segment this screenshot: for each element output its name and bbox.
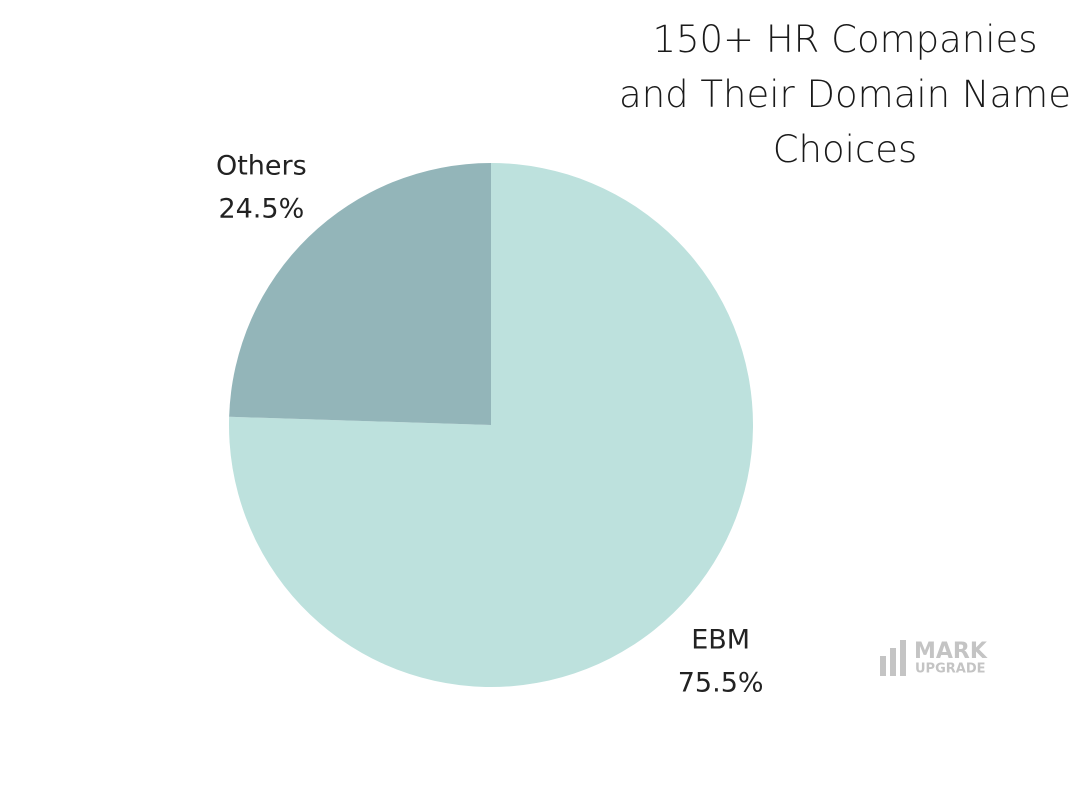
slice-label: EBM [691,624,750,655]
logo-bar [900,640,906,676]
pie-slice [229,163,754,687]
slice-value-label: 24.5% [218,194,304,225]
watermark-bottom: UPGRADE [915,662,986,677]
logo-bar [880,656,886,676]
slice-value-label: 75.5% [678,667,764,698]
pie-slice [229,163,492,425]
chart-title: 150+ HR Companies and Their Domain Name … [619,18,1071,171]
slice-label: Others [216,151,307,182]
watermark: MARK UPGRADE [880,639,988,677]
watermark-top: MARK [914,639,988,664]
logo-bar [890,648,896,676]
